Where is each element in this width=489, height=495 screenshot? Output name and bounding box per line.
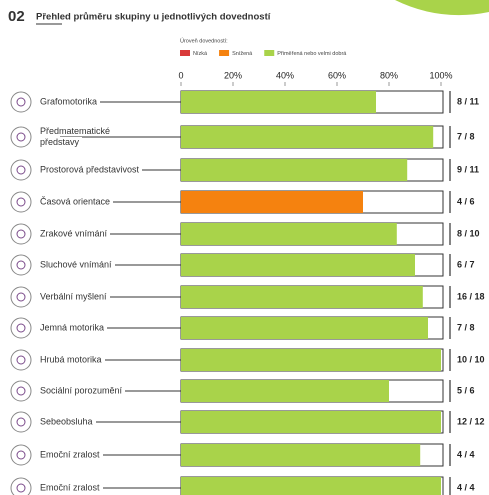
score-label: 5 / 6 (457, 385, 475, 395)
category-label: Grafomotorika (40, 96, 152, 108)
icon-glyph (16, 97, 26, 107)
icon-glyph (16, 229, 26, 239)
icon-glyph (16, 165, 26, 175)
icon-glyph (16, 323, 26, 333)
score-label: 10 / 10 (457, 354, 485, 364)
bar (181, 349, 441, 371)
category-label: Zrakové vnímání (40, 228, 152, 240)
icon-glyph (16, 132, 26, 142)
score-label: 7 / 8 (457, 131, 475, 141)
icon-glyph (16, 417, 26, 427)
x-tick-label: 40% (276, 70, 294, 80)
category-text: Předmatematické představy (40, 126, 111, 147)
icon (10, 254, 32, 276)
icon (10, 317, 32, 339)
legend-swatch (180, 50, 190, 56)
bar (181, 91, 376, 113)
category-label: Jemná motorika (40, 322, 152, 334)
legend-label: Snížená (232, 51, 253, 57)
icon (10, 411, 32, 433)
score-label: 4 / 6 (457, 196, 475, 206)
icon-glyph (16, 260, 26, 270)
category-label: Předmatematické představy (40, 126, 152, 148)
score-label: 12 / 12 (457, 416, 485, 426)
legend-label: Nízká (193, 51, 208, 57)
bar (181, 317, 428, 339)
score-label: 8 / 11 (457, 96, 479, 106)
icon-glyph (16, 197, 26, 207)
category-text: Grafomotorika (40, 96, 101, 107)
x-tick-label: 0 (178, 70, 183, 80)
category-label: Sebeobsluha (40, 416, 152, 428)
category-label: Verbální myšlení (40, 291, 152, 303)
score-label: 6 / 7 (457, 259, 475, 269)
category-label: Emoční zralost (40, 449, 152, 461)
bar (181, 254, 415, 276)
category-text: Časová orientace (40, 196, 114, 207)
icon-glyph (16, 450, 26, 460)
icon (10, 191, 32, 213)
icon (10, 286, 32, 308)
x-tick-label: 100% (429, 70, 452, 80)
bar (181, 380, 389, 402)
decoration (395, 0, 489, 16)
bar (181, 159, 408, 181)
chart-title: Přehled průměru skupiny u jednotlivých d… (36, 12, 271, 23)
bar (181, 191, 363, 213)
category-text: Sociální porozumění (40, 385, 126, 396)
legend-swatch (264, 50, 275, 56)
score-label: 8 / 10 (457, 228, 480, 238)
bar (181, 286, 423, 308)
icon (10, 159, 32, 181)
bar (181, 126, 434, 148)
category-text: Hrubá motorika (40, 354, 105, 365)
category-text: Jemná motorika (40, 322, 108, 333)
icon (10, 91, 32, 113)
score-label: 4 / 4 (457, 482, 475, 492)
category-label: Sluchové vnímání (40, 259, 152, 271)
icon (10, 444, 32, 466)
icon-glyph (16, 483, 26, 493)
legend-label: Přiměřená nebo velmi dobrá (277, 51, 347, 57)
section-number: 02 (8, 8, 25, 25)
score-label: 9 / 11 (457, 164, 479, 174)
category-text: Zrakové vnímání (40, 228, 111, 239)
icon (10, 126, 32, 148)
category-label: Emoční zralost (40, 482, 152, 494)
category-text: Prostorová představivost (40, 164, 143, 175)
icon (10, 477, 32, 495)
category-label: Hrubá motorika (40, 354, 152, 366)
legend-swatch (219, 50, 230, 56)
category-label: Časová orientace (40, 196, 152, 208)
bar (181, 411, 441, 433)
category-text: Emoční zralost (40, 449, 103, 460)
score-label: 4 / 4 (457, 449, 475, 459)
score-label: 7 / 8 (457, 322, 475, 332)
x-tick-label: 20% (224, 70, 242, 80)
category-text: Sebeobsluha (40, 416, 96, 427)
x-tick-label: 60% (328, 70, 346, 80)
icon (10, 223, 32, 245)
category-text: Emoční zralost (40, 482, 103, 493)
bar (181, 444, 421, 466)
icon-glyph (16, 292, 26, 302)
icon-glyph (16, 386, 26, 396)
bar (181, 223, 397, 245)
x-tick-label: 80% (380, 70, 398, 80)
category-text: Sluchové vnímání (40, 259, 115, 270)
category-label: Sociální porozumění (40, 385, 152, 397)
bar (181, 477, 441, 495)
icon (10, 380, 32, 402)
legend-title: Úroveň dovedností: (180, 37, 228, 44)
icon-glyph (16, 355, 26, 365)
category-text: Verbální myšlení (40, 291, 110, 302)
icon (10, 349, 32, 371)
score-label: 16 / 18 (457, 291, 485, 301)
category-label: Prostorová představivost (40, 164, 152, 176)
